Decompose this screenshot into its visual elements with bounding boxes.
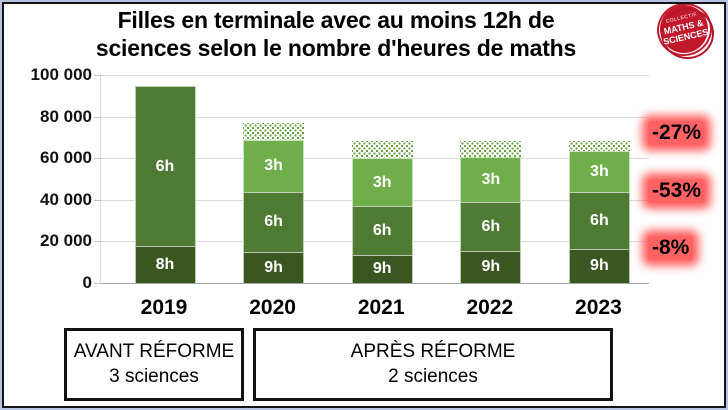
bar-2021: 3h 6h 9h bbox=[351, 140, 413, 283]
bar-2019: 6h 8h bbox=[134, 86, 196, 283]
bar-2020-dotted-segment bbox=[243, 122, 305, 140]
y-axis-label: 100 000 bbox=[30, 65, 92, 84]
bar-2022-segment-3h: 3h bbox=[460, 157, 522, 202]
avant-reforme-sciences: 3 sciences bbox=[109, 366, 199, 387]
annotation-8pct: -8% bbox=[648, 235, 694, 260]
apres-reforme-box: APRÈS RÉFORME 2 sciences bbox=[253, 328, 613, 401]
bar-2021-segment-9h: 9h bbox=[351, 254, 413, 283]
y-tick bbox=[94, 241, 101, 243]
x-axis-label-2022: 2022 bbox=[466, 296, 514, 319]
bar-2020-segment-9h: 9h bbox=[243, 251, 305, 283]
bar-2021-segment-6h: 6h bbox=[351, 206, 413, 255]
chart-title: Filles en terminale avec au moins 12h de… bbox=[12, 6, 660, 62]
bar-2023-segment-6h: 6h bbox=[568, 191, 630, 249]
annotation-27pct: -27% bbox=[648, 121, 706, 146]
collectif-maths-sciences-logo: COLLECTIF MATHS & SCIENCES bbox=[656, 2, 714, 59]
bar-2022: 3h 6h 9h bbox=[460, 140, 522, 283]
apres-reforme-label: APRÈS RÉFORME bbox=[350, 341, 516, 362]
annotation-53pct: -53% bbox=[648, 179, 706, 204]
avant-reforme-box: AVANT RÉFORME 3 sciences bbox=[64, 328, 244, 401]
x-axis-label-2021: 2021 bbox=[357, 296, 405, 319]
bar-2019-segment-8h: 8h bbox=[134, 245, 196, 283]
plot-area: 6h 8h 3h 6h 9h 3h 6h 9h 3h 6h 9h 3h 6h 9h bbox=[94, 75, 649, 284]
bar-2023-dotted-segment bbox=[568, 140, 630, 151]
y-tick bbox=[94, 199, 101, 201]
x-axis-label-2023: 2023 bbox=[575, 296, 622, 319]
bar-2020-segment-6h: 6h bbox=[243, 191, 305, 252]
bar-2022-segment-6h: 6h bbox=[460, 201, 522, 251]
bar-2023-segment-9h: 9h bbox=[568, 248, 630, 283]
bar-2021-segment-3h: 3h bbox=[351, 158, 413, 207]
chart-title-line2: sciences selon le nombre d'heures de mat… bbox=[95, 35, 577, 61]
gridline-100000 bbox=[101, 75, 649, 76]
bar-2023-segment-3h: 3h bbox=[568, 150, 630, 192]
apres-reforme-sciences: 2 sciences bbox=[388, 366, 478, 387]
y-tick bbox=[94, 283, 101, 284]
bar-2021-dotted-segment bbox=[351, 140, 413, 159]
y-tick bbox=[94, 116, 101, 118]
x-axis-label-2020: 2020 bbox=[249, 296, 296, 319]
bar-2019-segment-6h: 6h bbox=[134, 86, 196, 246]
chart-title-line1: Filles en terminale avec au moins 12h de bbox=[117, 7, 555, 33]
gridline-0 bbox=[101, 283, 649, 284]
y-axis-label: 40 000 bbox=[40, 189, 92, 209]
y-axis-label: 0 bbox=[82, 273, 92, 292]
x-axis-label-2019: 2019 bbox=[140, 296, 188, 319]
bar-2020-segment-3h: 3h bbox=[243, 139, 305, 192]
bar-2022-dotted-segment bbox=[460, 140, 522, 158]
avant-reforme-label: AVANT RÉFORME bbox=[73, 341, 235, 362]
y-axis-label: 80 000 bbox=[40, 106, 92, 126]
bar-2023: 3h 6h 9h bbox=[568, 140, 630, 283]
bar-2022-segment-9h: 9h bbox=[460, 250, 522, 283]
y-axis-label: 20 000 bbox=[40, 231, 92, 251]
logo-text: COLLECTIF MATHS & SCIENCES bbox=[659, 11, 709, 47]
y-tick bbox=[94, 158, 101, 160]
y-axis-label: 60 000 bbox=[40, 148, 92, 168]
bar-2020: 3h 6h 9h bbox=[243, 122, 305, 283]
gridline-80000 bbox=[101, 116, 649, 118]
logo-circle: COLLECTIF MATHS & SCIENCES bbox=[659, 5, 709, 53]
y-tick bbox=[94, 75, 101, 76]
